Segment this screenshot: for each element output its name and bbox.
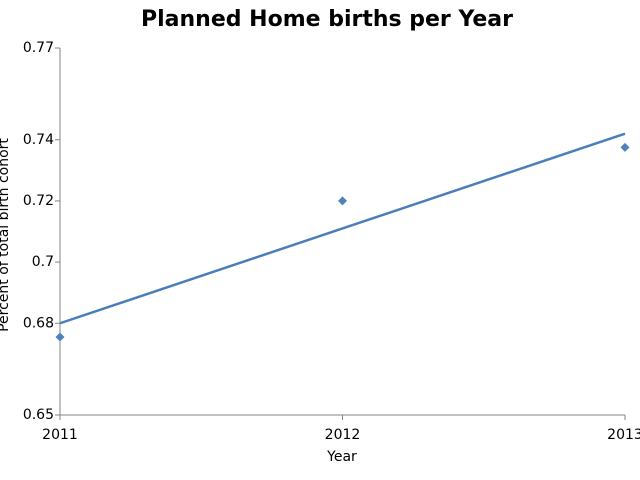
x-tick-label: 2011 [42,427,78,443]
x-tick-label: 2012 [325,427,361,443]
data-point [338,196,347,206]
data-point [55,332,65,342]
data-point [620,142,630,152]
chart-title: Planned Home births per Year [141,7,513,32]
x-axis-label: Year [326,449,357,465]
y-tick-label: 0.65 [23,407,54,423]
x-tick-label: 2013 [607,427,640,443]
y-tick-label: 0.77 [23,40,54,56]
y-tick-label: 0.72 [23,193,54,209]
y-tick-label: 0.74 [23,132,54,148]
trendline [59,132,626,325]
y-axis-label: Percent of total birth cohort [0,138,12,332]
y-tick-label: 0.68 [23,315,54,331]
y-tick-label: 0.7 [32,254,54,270]
